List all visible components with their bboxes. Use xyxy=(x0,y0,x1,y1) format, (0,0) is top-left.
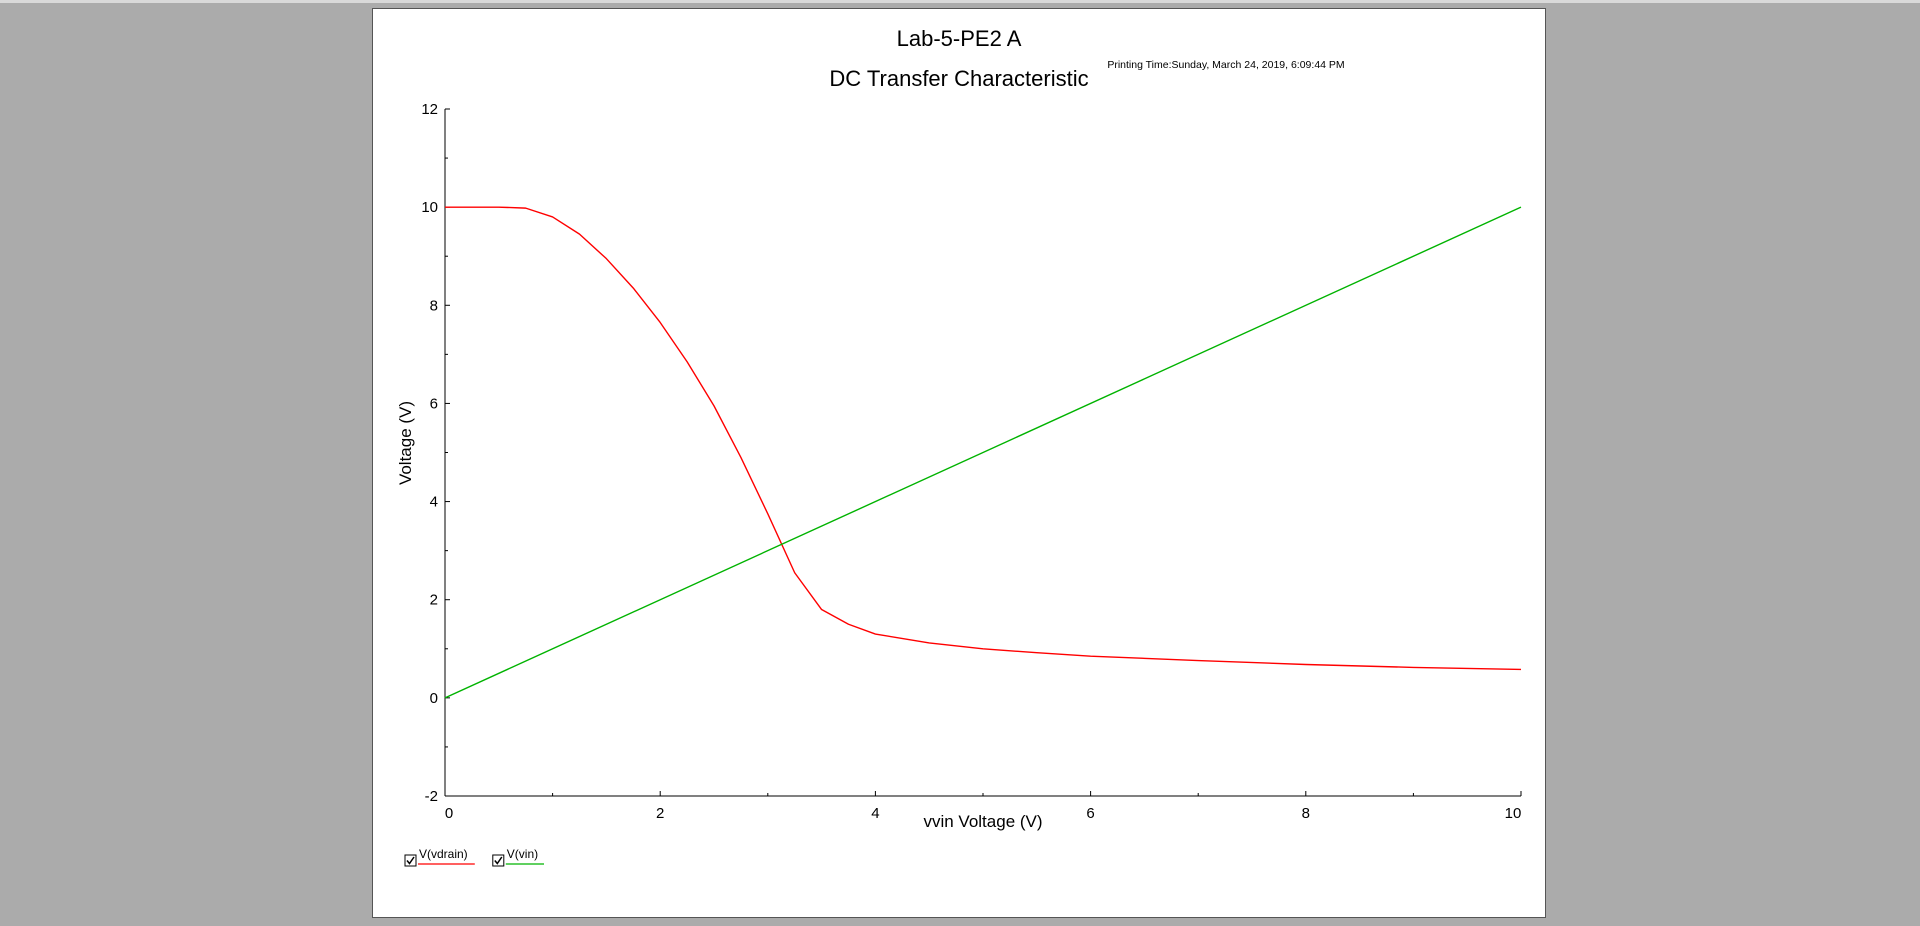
y-tick-label: 4 xyxy=(430,494,438,511)
y-tick-label: 0 xyxy=(430,690,438,707)
window-top-strip xyxy=(0,0,1920,3)
chart-subtitle: DC Transfer Characteristic xyxy=(829,66,1088,91)
x-tick-label: 4 xyxy=(871,805,879,822)
y-tick-label: 6 xyxy=(430,395,438,412)
y-tick-label: 2 xyxy=(430,592,438,609)
printing-time: Printing Time:Sunday, March 24, 2019, 6:… xyxy=(1107,59,1344,71)
series-line-vin xyxy=(444,206,1522,699)
legend-item[interactable]: V(vin) xyxy=(492,847,544,867)
legend-label: V(vdrain) xyxy=(419,847,468,861)
legend-item[interactable]: V(vdrain) xyxy=(404,847,475,867)
y-tick-label: 10 xyxy=(421,199,438,216)
x-tick-label: 0 xyxy=(445,805,453,822)
x-axis-label: vvin Voltage (V) xyxy=(923,812,1042,831)
x-tick-label: 2 xyxy=(656,805,664,822)
y-tick-label: -2 xyxy=(425,788,438,805)
legend-checkbox[interactable] xyxy=(404,854,417,867)
dc-transfer-chart: Lab-5-PE2 A DC Transfer Characteristic P… xyxy=(396,26,1522,867)
x-tick-label: 8 xyxy=(1302,805,1310,822)
checkmark-icon xyxy=(494,856,503,865)
legend-label: V(vin) xyxy=(507,847,538,861)
plot-page: Lab-5-PE2 A DC Transfer Characteristic P… xyxy=(372,8,1546,918)
y-tick-label: 12 xyxy=(421,101,438,118)
checkmark-icon xyxy=(406,856,415,865)
legend: V(vdrain) V(vin) xyxy=(404,847,544,867)
chart-title: Lab-5-PE2 A xyxy=(897,26,1022,51)
series-lines xyxy=(444,206,1522,699)
y-axis-label: Voltage (V) xyxy=(396,401,415,485)
y-tick-label: 8 xyxy=(430,297,438,314)
axis-ticks: 0 2 4 6 8 10 -2 0 2 4 6 8 10 12 xyxy=(421,101,1522,822)
legend-checkbox[interactable] xyxy=(492,854,505,867)
x-tick-label: 6 xyxy=(1086,805,1094,822)
series-line-vdrain xyxy=(445,206,1522,671)
x-tick-label: 10 xyxy=(1505,805,1522,822)
